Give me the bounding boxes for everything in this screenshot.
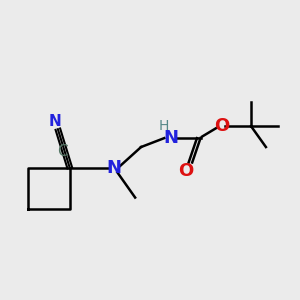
Text: O: O xyxy=(178,162,193,180)
Text: H: H xyxy=(158,119,169,133)
Text: N: N xyxy=(49,114,61,129)
Text: N: N xyxy=(163,129,178,147)
Text: O: O xyxy=(214,117,229,135)
Text: C: C xyxy=(57,144,68,159)
Text: N: N xyxy=(107,159,122,177)
